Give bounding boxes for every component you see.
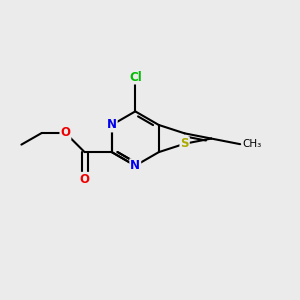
Text: O: O <box>60 126 70 140</box>
Text: CH₃: CH₃ <box>243 139 262 149</box>
Text: N: N <box>130 159 140 172</box>
Text: O: O <box>80 173 90 186</box>
Text: N: N <box>107 118 117 131</box>
Text: S: S <box>180 137 189 150</box>
Text: Cl: Cl <box>129 70 142 83</box>
